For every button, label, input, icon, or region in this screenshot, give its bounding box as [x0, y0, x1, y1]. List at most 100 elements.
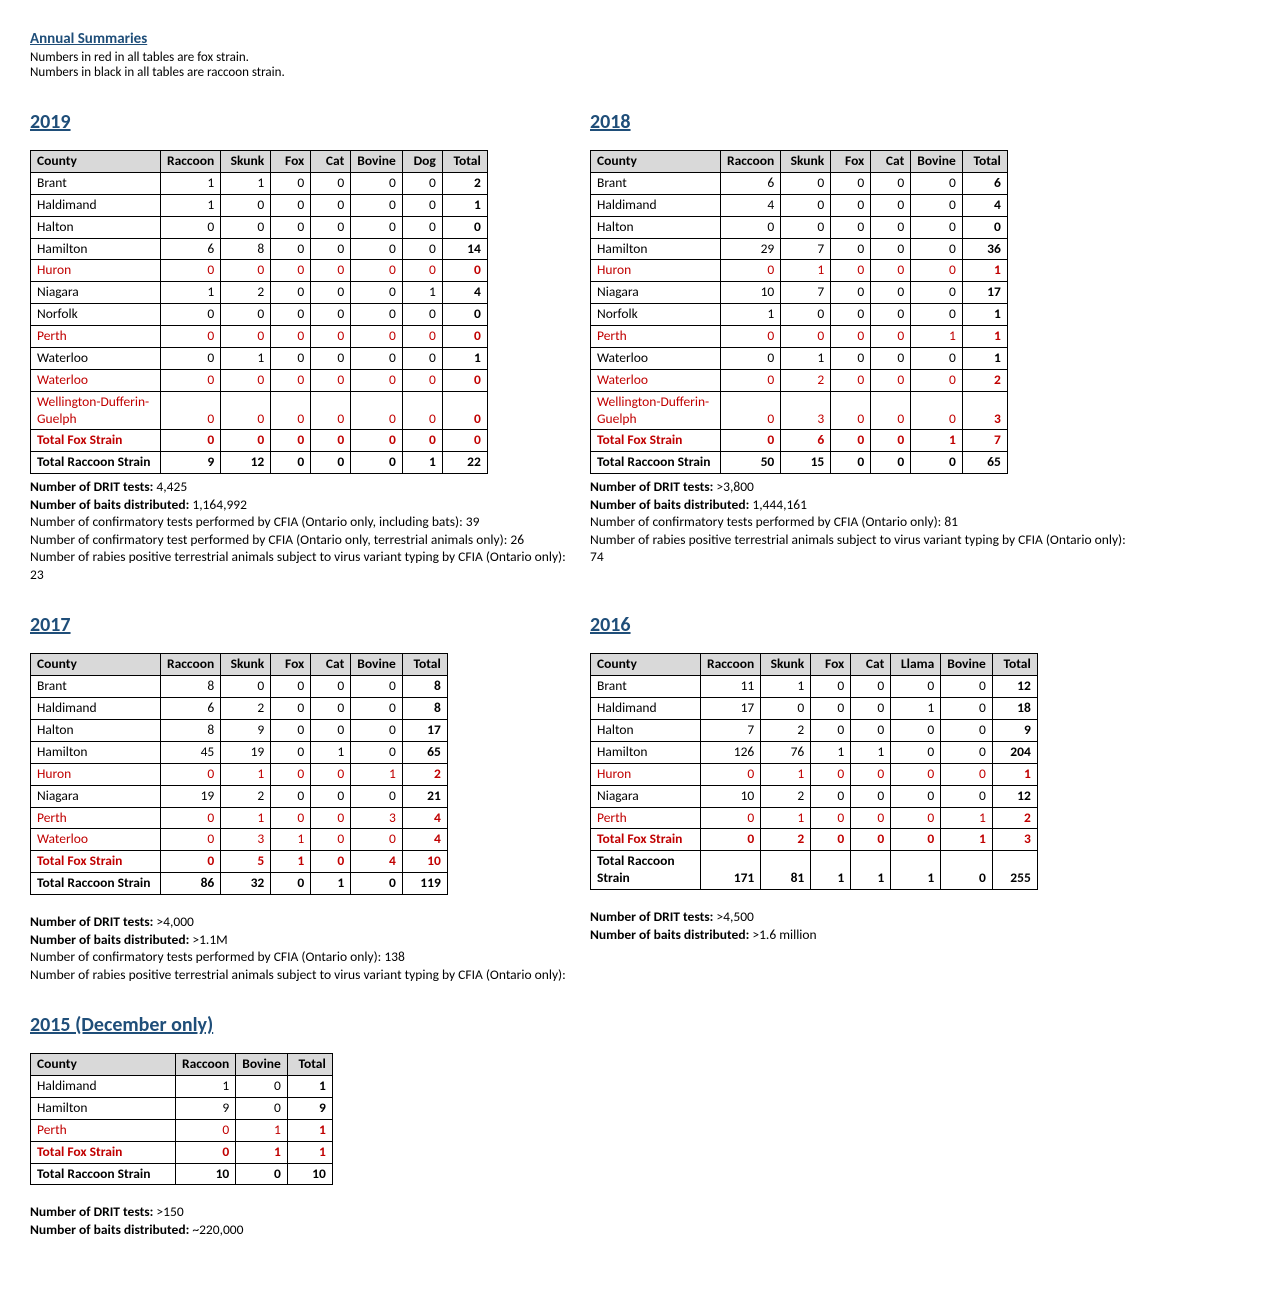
table-row: Brant111000012	[591, 676, 1038, 698]
notes-block: Number of DRIT tests: >4,500Number of ba…	[590, 908, 1130, 943]
cell-value: 1	[221, 807, 271, 829]
cell-value: 0	[271, 873, 311, 895]
table-row: Brant800008	[31, 676, 448, 698]
cell-value: 0	[851, 720, 891, 742]
cell-county: Perth	[31, 1119, 176, 1141]
note-line: Number of DRIT tests: >150	[30, 1203, 570, 1221]
col-header: Total	[402, 654, 447, 676]
cell-county: Hamilton	[31, 238, 161, 260]
cell-value: 2	[221, 282, 271, 304]
note-value: ~220,000	[189, 1221, 243, 1238]
note-label: Number of baits distributed:	[30, 496, 189, 513]
cell-value: 0	[871, 238, 911, 260]
cell-value: 6	[781, 430, 831, 452]
cell-county: Waterloo	[31, 347, 161, 369]
col-header: Dog	[402, 151, 442, 173]
note-line: Number of DRIT tests: >3,800	[590, 478, 1130, 496]
cell-value: 0	[891, 829, 941, 851]
cell-value: 2	[402, 763, 447, 785]
cell-value: 0	[351, 829, 403, 851]
table-row: Wellington-Dufferin-Guelph030003	[591, 391, 1008, 430]
cell-value: 0	[161, 763, 221, 785]
cell-value: 0	[271, 172, 311, 194]
cell-value: 119	[402, 873, 447, 895]
cell-value: 45	[161, 741, 221, 763]
cell-county: Total Raccoon Strain	[31, 873, 161, 895]
col-header: Fox	[831, 151, 871, 173]
table-row: Hamilton451901065	[31, 741, 448, 763]
cell-value: 0	[351, 785, 403, 807]
cell-county: Niagara	[31, 282, 161, 304]
data-table: CountyRaccoonSkunkFoxCatBovineTotalBrant…	[30, 653, 448, 895]
cell-value: 0	[161, 430, 221, 452]
cell-value: 0	[311, 172, 351, 194]
cell-value: 0	[891, 763, 941, 785]
cell-value: 2	[761, 829, 811, 851]
cell-value: 1	[311, 741, 351, 763]
row-total-fox: Total Fox Strain0510410	[31, 851, 448, 873]
cell-value: 0	[831, 347, 871, 369]
cell-value: 1	[962, 326, 1007, 348]
cell-value: 0	[871, 369, 911, 391]
cell-value: 9	[161, 452, 221, 474]
col-header: Raccoon	[701, 654, 761, 676]
cell-value: 6	[161, 698, 221, 720]
table-row: Perth011	[31, 1119, 333, 1141]
cell-value: 9	[992, 720, 1037, 742]
cell-value: 0	[851, 763, 891, 785]
cell-county: Wellington-Dufferin-Guelph	[31, 391, 161, 430]
cell-value: 0	[271, 676, 311, 698]
table-row: Huron010012	[31, 763, 448, 785]
cell-county: Norfolk	[591, 304, 721, 326]
cell-value: 0	[911, 172, 963, 194]
cell-value: 0	[911, 260, 963, 282]
cell-value: 2	[992, 807, 1037, 829]
cell-county: Hamilton	[591, 741, 701, 763]
table-row: Niagara19200021	[31, 785, 448, 807]
table-row: Perth010034	[31, 807, 448, 829]
note-line: Number of DRIT tests: 4,425	[30, 478, 570, 496]
cell-value: 9	[176, 1097, 236, 1119]
col-county: County	[591, 654, 701, 676]
cell-county: Norfolk	[31, 304, 161, 326]
cell-value: 4	[962, 194, 1007, 216]
cell-value: 1	[781, 260, 831, 282]
cell-county: Brant	[591, 676, 701, 698]
cell-value: 1	[851, 851, 891, 890]
cell-value: 1	[891, 698, 941, 720]
cell-value: 0	[941, 851, 993, 890]
cell-value: 0	[221, 391, 271, 430]
cell-value: 0	[311, 260, 351, 282]
cell-value: 0	[236, 1097, 288, 1119]
cell-value: 7	[781, 282, 831, 304]
cell-county: Hamilton	[31, 1097, 176, 1119]
col-header: Raccoon	[176, 1054, 236, 1076]
row-total-fox: Total Fox Strain0000000	[31, 430, 488, 452]
note-value: 1,444,161	[749, 496, 807, 513]
note-line: Number of rabies positive terrestrial an…	[590, 531, 1130, 566]
cell-value: 3	[781, 391, 831, 430]
row-total-raccoon: Total Raccoon Strain10010	[31, 1163, 333, 1185]
cell-value: 0	[911, 304, 963, 326]
cell-value: 0	[161, 260, 221, 282]
cell-value: 1	[161, 282, 221, 304]
table-row: Halton0000000	[31, 216, 488, 238]
table-row: Wellington-Dufferin-Guelph0000000	[31, 391, 488, 430]
cell-value: 0	[221, 304, 271, 326]
cell-value: 1	[442, 347, 487, 369]
cell-value: 0	[271, 326, 311, 348]
table-row: Hamilton126761100204	[591, 741, 1038, 763]
cell-value: 0	[271, 347, 311, 369]
col-header: Skunk	[781, 151, 831, 173]
cell-value: 0	[831, 452, 871, 474]
cell-value: 0	[311, 829, 351, 851]
col-header: Bovine	[941, 654, 993, 676]
cell-value: 1	[442, 194, 487, 216]
note-label: Number of baits distributed:	[590, 496, 749, 513]
data-table: CountyRaccoonBovineTotalHaldimand101Hami…	[30, 1053, 333, 1185]
cell-county: Hamilton	[591, 238, 721, 260]
table-row: Perth0100012	[591, 807, 1038, 829]
cell-value: 0	[402, 260, 442, 282]
cell-value: 0	[871, 194, 911, 216]
cell-value: 0	[442, 326, 487, 348]
